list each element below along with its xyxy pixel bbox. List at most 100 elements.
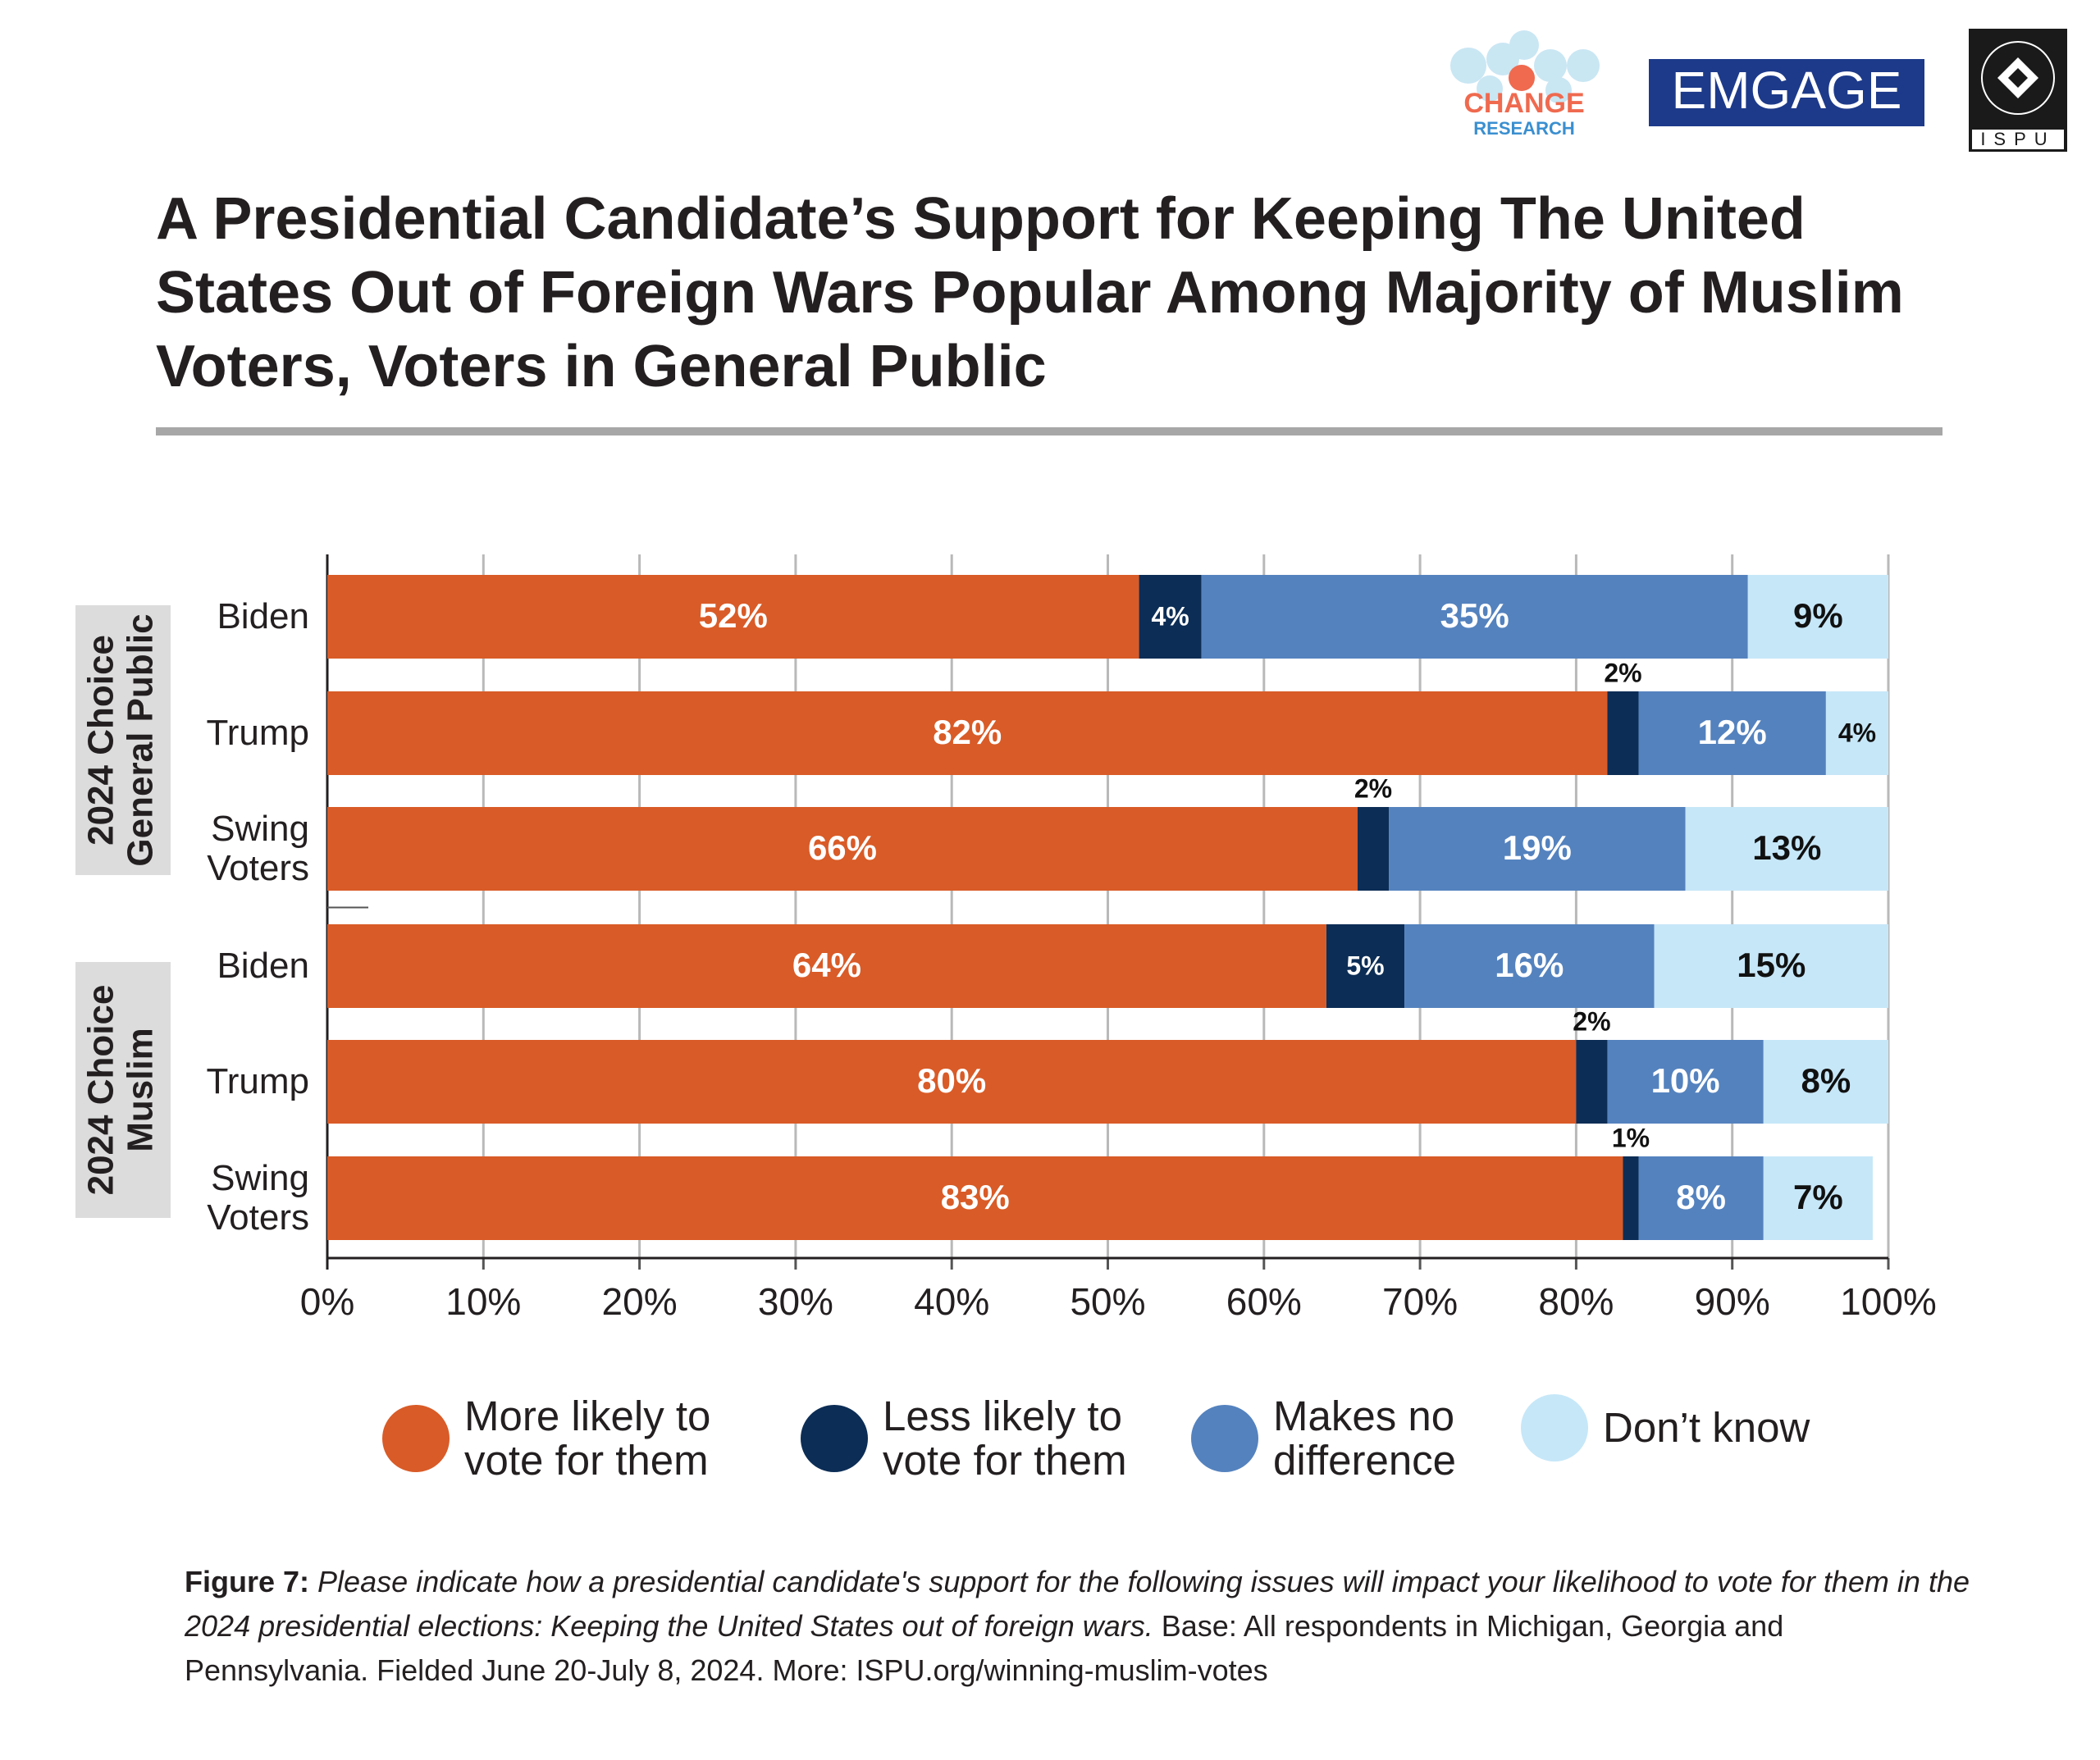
- value-label: 8%: [1676, 1178, 1726, 1216]
- value-label: 4%: [1151, 601, 1189, 631]
- legend-label: Makes no difference: [1273, 1393, 1457, 1484]
- value-label: 10%: [1651, 1061, 1720, 1100]
- logo-strip: [1972, 130, 2064, 149]
- legend-item: Makes no difference: [1191, 1394, 1560, 1483]
- grid: 0% 10% 20% 30% 40% 50% 60% 70% 80% 90% 100% 2024 Ch…: [75, 554, 1937, 1323]
- legend-swatch: [801, 1405, 868, 1472]
- value-label: 64%: [792, 946, 861, 984]
- logo-dot: [1450, 48, 1486, 84]
- value-label: 52%: [699, 596, 768, 635]
- group-label: Muslim: [121, 1028, 161, 1152]
- title-rule: [156, 427, 1942, 435]
- value-label: 15%: [1737, 946, 1806, 984]
- category-label: Swing Voters: [207, 809, 309, 888]
- logo-dot: [1509, 30, 1539, 60]
- bar-segment: [1763, 1040, 1888, 1124]
- group-box: [75, 605, 171, 875]
- legend-swatch: [382, 1405, 450, 1472]
- logo-diamond: [2008, 68, 2028, 88]
- figure-label: Figure 7:: [185, 1565, 310, 1598]
- bar-segment: [327, 807, 1358, 891]
- logo-ring: [1981, 41, 2055, 115]
- legend-label: Less likely to vote for them: [883, 1393, 1127, 1484]
- bar-segment: [1607, 691, 1639, 775]
- value-label: 82%: [933, 713, 1002, 751]
- value-label: 35%: [1440, 596, 1509, 635]
- legend: More likely to vote for them Less likely …: [0, 1394, 2100, 1501]
- bar-segment: [1825, 691, 1888, 775]
- x-tick-label: 10%: [445, 1280, 521, 1323]
- value-label: 7%: [1793, 1178, 1843, 1216]
- x-tick-label: 40%: [914, 1280, 989, 1323]
- value-label: 80%: [917, 1061, 986, 1100]
- legend-item: More likely to vote for them: [382, 1394, 751, 1483]
- value-label: 1%: [1612, 1123, 1650, 1152]
- footnote: Figure 7: Please indicate how a presiden…: [185, 1560, 1973, 1693]
- legend-item: Less likely to vote for them: [801, 1394, 1170, 1483]
- bar-segment: [327, 924, 1326, 1008]
- category-label: Swing Voters: [207, 1158, 309, 1238]
- x-tick-label: 0%: [300, 1280, 354, 1323]
- value-label: 2%: [1604, 658, 1641, 687]
- bar-segment: [327, 691, 1608, 775]
- value-label: 13%: [1752, 828, 1821, 867]
- x-tick-label: 60%: [1226, 1280, 1302, 1323]
- legend-swatch: [1521, 1394, 1588, 1461]
- value-label: 2%: [1354, 773, 1392, 803]
- change-research-logo: CHANGE RESEARCH: [1450, 30, 1600, 139]
- value-label: 8%: [1801, 1061, 1851, 1100]
- ispu-logo: ISPU: [1969, 29, 2067, 152]
- logo-text: EMGAGE: [1672, 61, 1902, 120]
- bar-segment: [1685, 807, 1888, 891]
- group-label: 2024 Choice: [81, 635, 121, 846]
- bar-segment: [1139, 575, 1202, 659]
- legend-item: Don’t know: [1521, 1394, 1890, 1461]
- group-label: 2024 Choice: [81, 985, 121, 1196]
- x-tick-label: 70%: [1382, 1280, 1458, 1323]
- value-label: 5%: [1346, 951, 1384, 980]
- x-tick-label: 20%: [602, 1280, 678, 1323]
- logo-text: CHANGE: [1463, 88, 1584, 119]
- emgage-logo: EMGAGE: [1649, 59, 1924, 126]
- value-label: 2%: [1573, 1006, 1610, 1036]
- group-box: [75, 962, 171, 1218]
- value-label: 16%: [1495, 946, 1564, 984]
- question: Please indicate how a presidential candi…: [185, 1565, 1970, 1643]
- logo-dot: [1567, 49, 1600, 82]
- chart-title: A Presidential Candidate’s Support for K…: [156, 186, 1904, 399]
- bar-segment: [1763, 1156, 1873, 1240]
- bar-segment: [327, 575, 1139, 659]
- bar-segment: [1623, 1156, 1639, 1240]
- category-label: Trump: [206, 713, 310, 753]
- value-labels: 52% 4% 35% 9% 82% 2% 12% 4% 66% 2% 19% 13% 64% 5% 16% 1…: [699, 596, 1876, 1216]
- logo-dot: [1477, 75, 1503, 102]
- legend-label: More likely to vote for them: [464, 1393, 711, 1484]
- x-tick-label: 50%: [1070, 1280, 1145, 1323]
- bar-segment: [1747, 575, 1888, 659]
- bar-segment: [1201, 575, 1748, 659]
- legend-swatch: [1191, 1405, 1258, 1472]
- value-label: 66%: [808, 828, 877, 867]
- value-label: 4%: [1838, 718, 1876, 747]
- value-label: 12%: [1698, 713, 1767, 751]
- bar-segment: [1404, 924, 1655, 1008]
- logo-box: [1649, 59, 1924, 126]
- bar-segment: [1357, 807, 1390, 891]
- x-tick-label: 90%: [1695, 1280, 1770, 1323]
- value-label: 83%: [941, 1178, 1010, 1216]
- category-label: Biden: [217, 946, 309, 986]
- bar-segment: [1607, 1040, 1764, 1124]
- bar-segment: [1326, 924, 1405, 1008]
- bar-segment: [327, 1156, 1623, 1240]
- bar-segment: [1576, 1040, 1608, 1124]
- base-note: Base: All respondents in Michigan, Georg…: [185, 1609, 1784, 1687]
- group-label: General Public: [121, 613, 161, 866]
- category-label: Biden: [217, 596, 309, 636]
- bar-segment: [1638, 691, 1826, 775]
- logo-dot: [1509, 65, 1535, 91]
- bar-segment: [1638, 1156, 1764, 1240]
- value-label: 9%: [1793, 596, 1843, 635]
- x-tick-label: 80%: [1538, 1280, 1614, 1323]
